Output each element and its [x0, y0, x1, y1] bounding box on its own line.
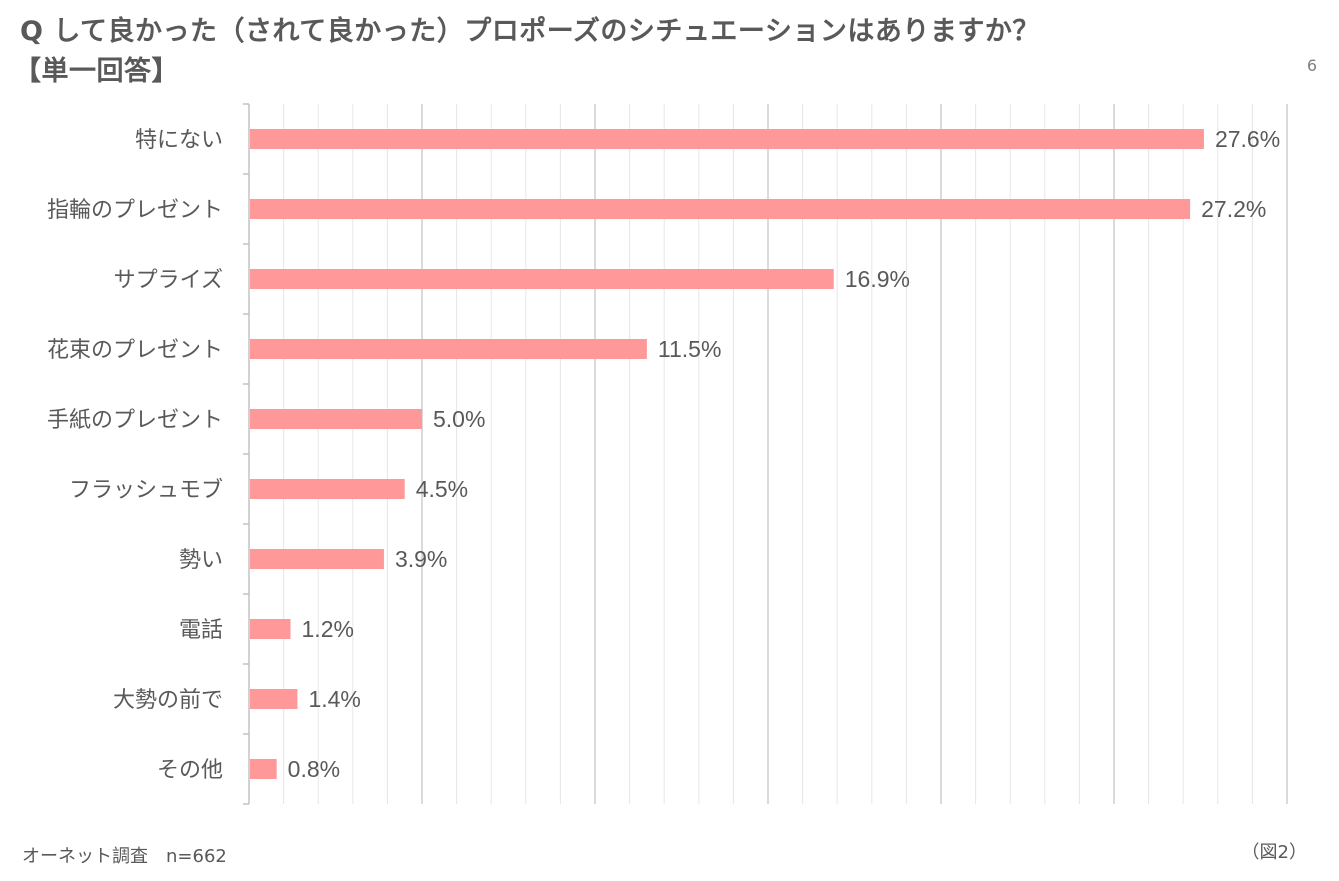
- gridlines: [283, 104, 1288, 804]
- value-label: 5.0%: [433, 406, 485, 432]
- value-label: 4.5%: [416, 476, 468, 502]
- category-label: 花束のプレゼント: [47, 338, 223, 363]
- category-label: サプライズ: [114, 268, 223, 293]
- bar: [250, 549, 384, 569]
- value-label: 0.8%: [288, 756, 340, 782]
- category-label: その他: [157, 758, 223, 783]
- chart-title: Q して良かった（されて良かった）プロポーズのシチュエーションはありますか？ 【…: [14, 12, 1290, 92]
- value-label: 11.5%: [658, 336, 722, 362]
- value-label: 16.9%: [845, 266, 910, 292]
- bar: [250, 479, 405, 499]
- value-labels: 27.6% 27.2% 16.9% 11.5% 5.0% 4.5% 3.9% 1.2% 1.4%…: [288, 126, 1280, 782]
- value-label: 27.6%: [1215, 126, 1280, 152]
- category-label: 電話: [179, 618, 223, 643]
- bar: [250, 269, 834, 289]
- value-label: 1.2%: [302, 616, 354, 642]
- category-label: 特にない: [135, 128, 223, 153]
- chart-title-answer-type: 【単一回答】: [14, 56, 179, 87]
- bar: [250, 619, 291, 639]
- value-label: 27.2%: [1201, 196, 1266, 222]
- category-label: 手紙のプレゼント: [47, 408, 223, 433]
- category-axis: [243, 103, 250, 805]
- bar: [250, 409, 422, 429]
- category-label: 指輪のプレゼント: [47, 198, 223, 223]
- category-label: 大勢の前で: [113, 688, 223, 713]
- value-label: 1.4%: [308, 686, 360, 712]
- category-label: フラッシュモブ: [69, 478, 223, 503]
- category-label: 勢い: [179, 548, 223, 573]
- bar: [250, 689, 298, 709]
- chart-title-question: Q して良かった（されて良かった）プロポーズのシチュエーションはありますか？: [20, 16, 1040, 47]
- corner-mark: 6: [1306, 56, 1317, 75]
- category-labels: 特にない指輪のプレゼントサプライズ花束のプレゼント手紙のプレゼントフラッシュモブ…: [47, 128, 223, 783]
- bars: [250, 129, 1204, 779]
- source-note: オーネット調査 n=662: [22, 846, 227, 867]
- bar: [250, 199, 1191, 219]
- bar: [250, 129, 1204, 149]
- bar: [250, 759, 277, 779]
- bar: [250, 339, 647, 359]
- figure-label: （図2）: [1241, 842, 1307, 863]
- value-label: 3.9%: [395, 546, 447, 572]
